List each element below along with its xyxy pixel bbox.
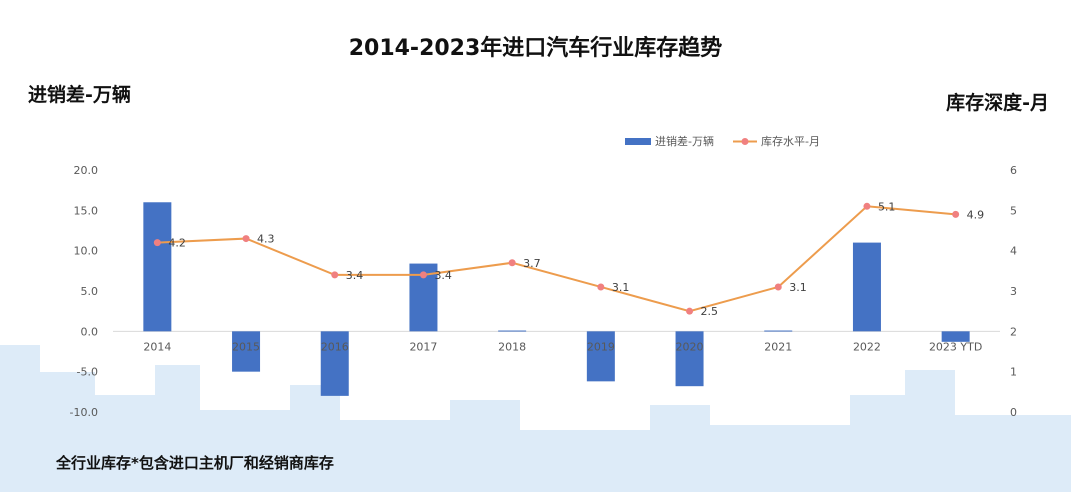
left-tick-label: 15.0 (74, 204, 99, 217)
data-label: 3.7 (523, 257, 541, 270)
category-label: 2018 (498, 340, 526, 353)
bar (852, 242, 881, 332)
line-marker (331, 271, 339, 279)
bar (498, 330, 527, 332)
bar (941, 331, 970, 342)
data-label: 4.9 (967, 208, 985, 221)
data-label: 4.3 (257, 233, 275, 246)
bar (675, 331, 704, 387)
data-label: 3.4 (346, 269, 364, 282)
right-tick-label: 6 (1010, 164, 1017, 177)
category-label: 2015 (232, 340, 260, 353)
right-tick-label: 3 (1010, 285, 1017, 298)
right-tick-label: 0 (1010, 406, 1017, 419)
category-label: 2020 (676, 340, 704, 353)
right-tick-label: 5 (1010, 204, 1017, 217)
line-marker (952, 210, 960, 218)
left-tick-label: -10.0 (70, 406, 98, 419)
line-marker (419, 271, 427, 279)
legend-line-marker (741, 138, 749, 145)
right-tick-label: 2 (1010, 325, 1017, 338)
line-marker (863, 202, 871, 210)
line-marker (774, 283, 782, 291)
category-label: 2017 (409, 340, 437, 353)
data-label: 5.1 (878, 200, 896, 213)
line-marker (508, 259, 516, 267)
bar (764, 330, 793, 332)
line-marker (242, 235, 250, 243)
left-tick-label: 10.0 (74, 245, 99, 258)
category-label: 2021 (764, 340, 792, 353)
category-label: 2014 (143, 340, 171, 353)
right-tick-label: 4 (1010, 245, 1017, 258)
chart-title: 2014-2023年进口汽车行业库存趋势 (348, 36, 723, 61)
right-tick-label: 1 (1010, 366, 1017, 379)
line-marker (153, 239, 161, 247)
bar (232, 331, 261, 372)
right-axis-title: 库存深度-月 (946, 92, 1049, 114)
category-label: 2022 (853, 340, 881, 353)
data-label: 3.4 (434, 269, 452, 282)
legend-bar-swatch (625, 138, 651, 145)
left-axis-title: 进销差-万辆 (28, 84, 131, 106)
data-label: 4.2 (168, 237, 186, 250)
data-label: 3.1 (612, 281, 630, 294)
category-label: 2023 YTD (929, 340, 982, 353)
data-label: 2.5 (701, 305, 719, 318)
bar (143, 202, 172, 332)
category-label: 2019 (587, 340, 615, 353)
bar (586, 331, 615, 382)
line-series (157, 205, 956, 313)
left-tick-label: 0.0 (81, 325, 99, 338)
data-label: 3.1 (789, 281, 807, 294)
legend-bar-label: 进销差-万辆 (655, 134, 714, 148)
footnote: 全行业库存*包含进口主机厂和经销商库存 (56, 454, 334, 472)
left-tick-label: 5.0 (81, 285, 99, 298)
line-marker (597, 283, 605, 291)
category-label: 2016 (321, 340, 349, 353)
line-marker (686, 307, 694, 315)
left-tick-label: -5.0 (77, 366, 98, 379)
left-tick-label: 20.0 (74, 164, 99, 177)
bar (320, 331, 349, 396)
legend-line-label: 库存水平-月 (761, 134, 820, 148)
